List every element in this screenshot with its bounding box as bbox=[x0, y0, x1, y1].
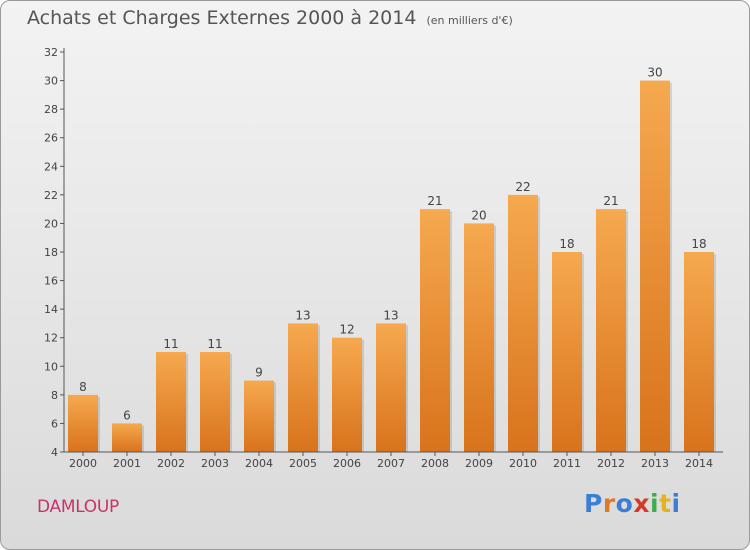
bar-value-label: 18 bbox=[559, 237, 574, 251]
y-tick-label: 16 bbox=[44, 275, 58, 288]
x-tick-label: 2003 bbox=[201, 457, 229, 470]
logo-letter: i bbox=[650, 489, 660, 518]
y-tick-label: 8 bbox=[51, 389, 58, 402]
place-name: DAMLOUP bbox=[37, 497, 119, 517]
x-tick-label: 2011 bbox=[553, 457, 581, 470]
x-tick-label: 2000 bbox=[69, 457, 97, 470]
x-tick-label: 2013 bbox=[641, 457, 669, 470]
bar bbox=[288, 323, 318, 452]
logo-letter: P bbox=[584, 489, 603, 518]
bar-value-label: 30 bbox=[647, 66, 662, 80]
title-row: Achats et Charges Externes 2000 à 2014 (e… bbox=[27, 7, 513, 29]
logo-letter: o bbox=[615, 489, 634, 518]
bars-group: 8 6 11 11 9 13 12 13 21 20 22 18 21 30 18 bbox=[68, 66, 716, 453]
logo-letter: r bbox=[602, 489, 616, 518]
y-tick-label: 24 bbox=[44, 160, 58, 173]
bar-value-label: 12 bbox=[339, 323, 354, 337]
chart-title: Achats et Charges Externes 2000 à 2014 bbox=[27, 7, 417, 29]
bar-value-label: 13 bbox=[295, 308, 310, 322]
y-tick-label: 10 bbox=[44, 360, 58, 373]
bar bbox=[244, 380, 274, 452]
bar-value-label: 21 bbox=[603, 194, 618, 208]
bar bbox=[112, 423, 142, 452]
y-tick-label: 14 bbox=[44, 303, 58, 316]
bar bbox=[508, 194, 538, 452]
bar-value-label: 9 bbox=[255, 366, 263, 380]
proxiti-logo[interactable]: Proxiti bbox=[584, 489, 681, 518]
x-tick-label: 2004 bbox=[245, 457, 273, 470]
x-tick-label: 2001 bbox=[113, 457, 141, 470]
bar-value-label: 11 bbox=[163, 337, 178, 351]
bar bbox=[332, 337, 362, 452]
logo-letter: x bbox=[633, 489, 650, 518]
x-tick-label: 2006 bbox=[333, 457, 361, 470]
bar-value-label: 11 bbox=[207, 337, 222, 351]
logo-letter: t bbox=[659, 489, 672, 518]
y-tick-label: 18 bbox=[44, 246, 58, 259]
bar bbox=[596, 209, 626, 452]
x-tick-label: 2008 bbox=[421, 457, 449, 470]
x-tick-label: 2007 bbox=[377, 457, 405, 470]
bar bbox=[376, 323, 406, 452]
x-tick-label: 2002 bbox=[157, 457, 185, 470]
bar bbox=[640, 80, 670, 453]
y-tick-label: 32 bbox=[44, 46, 58, 59]
bar bbox=[200, 352, 230, 452]
y-tick-label: 28 bbox=[44, 103, 58, 116]
y-tick-label: 30 bbox=[44, 75, 58, 88]
y-tick-label: 26 bbox=[44, 132, 58, 145]
bar bbox=[464, 223, 494, 452]
bar bbox=[420, 209, 450, 452]
axes-group: 4 6 8 10 12 14 16 18 20 22 24 26 28 30 32 2000 2001 2002 2… bbox=[44, 46, 723, 470]
x-tick-label: 2009 bbox=[465, 457, 493, 470]
y-tick-label: 4 bbox=[51, 446, 58, 459]
bar-value-label: 22 bbox=[515, 180, 530, 194]
x-tick-label: 2010 bbox=[509, 457, 537, 470]
bar bbox=[68, 394, 98, 452]
bar bbox=[552, 252, 582, 452]
y-tick-label: 20 bbox=[44, 217, 58, 230]
bar bbox=[156, 352, 186, 452]
x-tick-label: 2012 bbox=[597, 457, 625, 470]
bar-value-label: 8 bbox=[79, 380, 87, 394]
y-tick-label: 6 bbox=[51, 417, 58, 430]
x-tick-label: 2014 bbox=[685, 457, 713, 470]
y-tick-label: 22 bbox=[44, 189, 58, 202]
logo-letter: i bbox=[671, 489, 681, 518]
bar-value-label: 13 bbox=[383, 308, 398, 322]
bar-value-label: 18 bbox=[691, 237, 706, 251]
bar bbox=[684, 252, 714, 452]
bar-value-label: 20 bbox=[471, 208, 486, 222]
y-tick-label: 12 bbox=[44, 332, 58, 345]
bar-value-label: 6 bbox=[123, 408, 131, 422]
bar-value-label: 21 bbox=[427, 194, 442, 208]
chart-unit: (en milliers d'€) bbox=[426, 14, 513, 27]
x-tick-label: 2005 bbox=[289, 457, 317, 470]
